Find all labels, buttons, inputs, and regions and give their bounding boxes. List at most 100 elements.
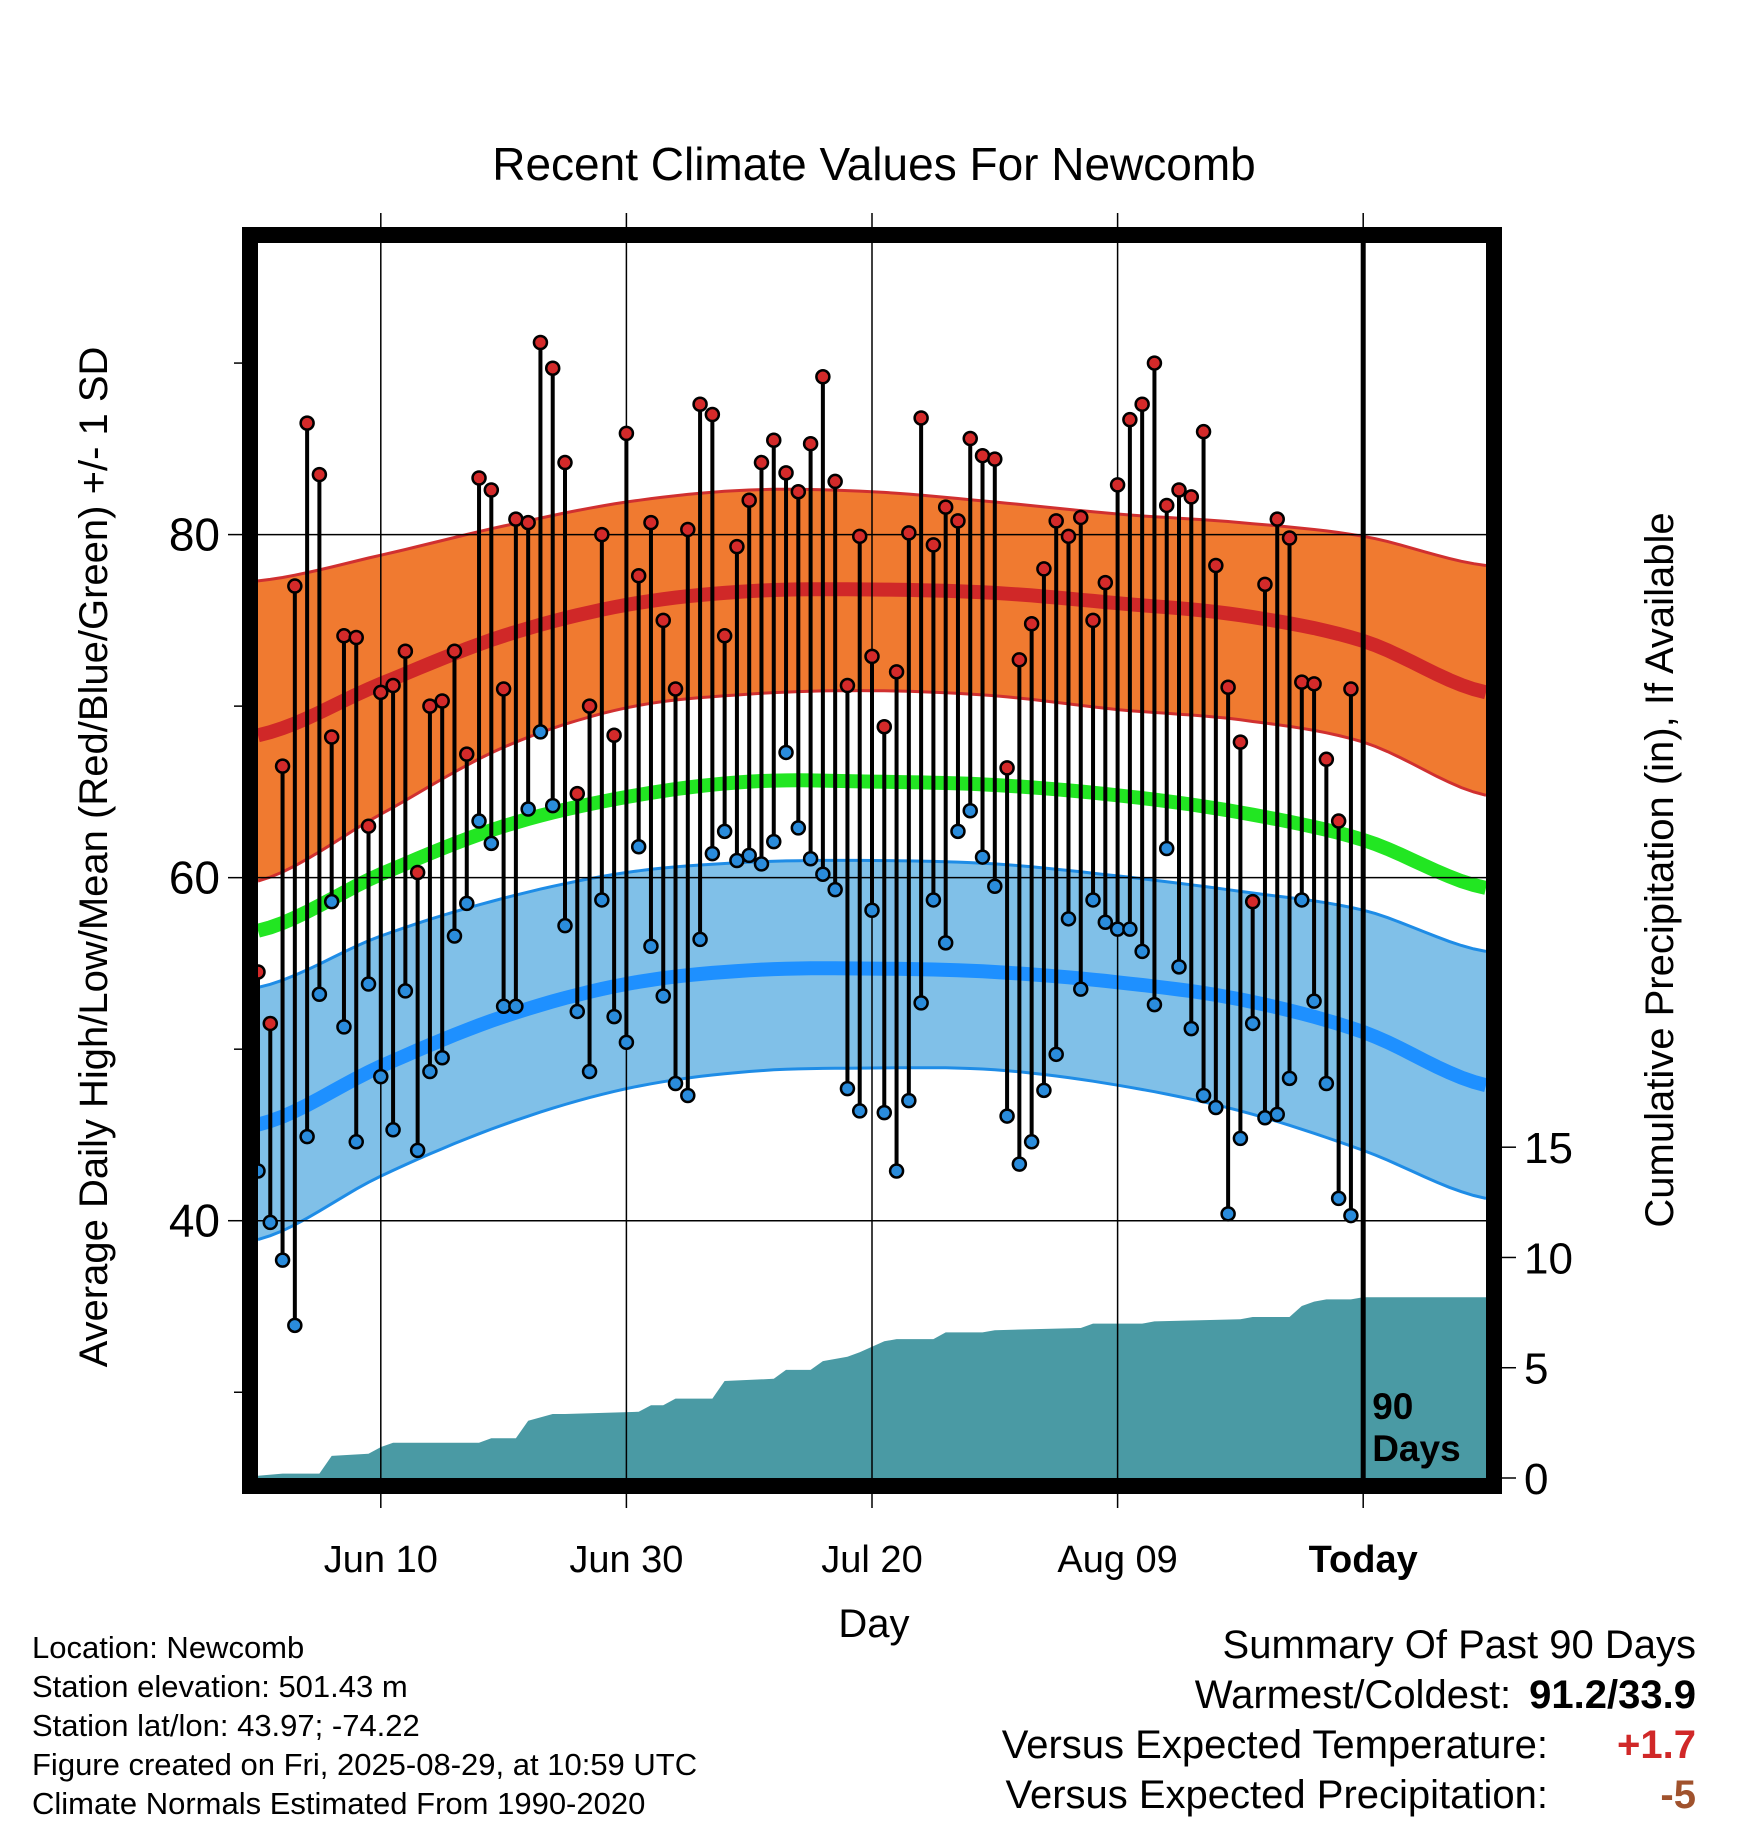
high-point bbox=[950, 513, 966, 529]
low-point bbox=[336, 1019, 352, 1035]
low-point bbox=[716, 823, 733, 840]
low-point bbox=[1306, 993, 1322, 1009]
high-point bbox=[802, 435, 819, 452]
low-point bbox=[729, 852, 745, 869]
high-point bbox=[274, 758, 291, 774]
x-tick-label: Jul 20 bbox=[821, 1539, 922, 1581]
high-point bbox=[581, 698, 598, 714]
low-point bbox=[299, 1128, 315, 1145]
low-point bbox=[643, 938, 659, 955]
high-point bbox=[1097, 574, 1114, 591]
high-point bbox=[1011, 652, 1028, 668]
low-point bbox=[1158, 840, 1175, 857]
y-axis-label-right: Cumulative Precipitation (in), If Availa… bbox=[1638, 512, 1682, 1227]
high-point bbox=[385, 677, 401, 694]
low-point bbox=[667, 1075, 684, 1092]
low-point bbox=[987, 878, 1003, 894]
high-point bbox=[667, 681, 684, 697]
high-point bbox=[1158, 497, 1175, 514]
high-point bbox=[397, 643, 414, 659]
high-point bbox=[1183, 489, 1200, 505]
today-days-word: Days bbox=[1372, 1428, 1460, 1469]
low-point bbox=[1146, 996, 1163, 1013]
high-point bbox=[520, 514, 536, 531]
low-point bbox=[532, 724, 549, 740]
low-point bbox=[262, 1214, 279, 1231]
high-point bbox=[864, 648, 880, 665]
low-point bbox=[459, 895, 475, 912]
high-point bbox=[1134, 396, 1150, 412]
low-point bbox=[741, 847, 757, 864]
high-point bbox=[999, 760, 1015, 776]
high-point bbox=[1208, 557, 1224, 574]
x-tick-label: Jun 10 bbox=[324, 1539, 438, 1581]
low-point bbox=[1208, 1099, 1224, 1116]
low-point bbox=[1085, 892, 1101, 908]
high-point bbox=[888, 664, 905, 680]
high-point bbox=[753, 454, 770, 471]
precip-value: -5 bbox=[1660, 1773, 1696, 1817]
high-point bbox=[287, 578, 303, 594]
high-point bbox=[373, 684, 389, 701]
low-point bbox=[839, 1080, 856, 1097]
low-point bbox=[1134, 943, 1150, 960]
low-point bbox=[802, 851, 819, 867]
high-point bbox=[1343, 681, 1359, 697]
high-point bbox=[422, 698, 438, 714]
high-point bbox=[655, 612, 671, 629]
high-point bbox=[483, 482, 500, 498]
low-point bbox=[1257, 1110, 1273, 1126]
high-point bbox=[937, 499, 954, 515]
low-point bbox=[1171, 959, 1187, 975]
elevation-text: Station elevation: 501.43 m bbox=[32, 1669, 408, 1704]
high-point bbox=[360, 818, 377, 834]
today-days-number: 90 bbox=[1372, 1386, 1413, 1427]
high-point bbox=[1269, 511, 1285, 527]
high-point bbox=[299, 415, 315, 431]
created-text: Figure created on Fri, 2025-08-29, at 10… bbox=[32, 1747, 698, 1782]
high-point bbox=[471, 470, 487, 486]
low-point bbox=[888, 1163, 905, 1179]
high-point bbox=[434, 693, 450, 709]
high-point bbox=[925, 537, 942, 553]
high-point bbox=[1085, 612, 1101, 629]
low-point bbox=[937, 935, 954, 951]
low-point bbox=[1195, 1087, 1212, 1104]
low-point bbox=[974, 849, 991, 865]
low-point bbox=[348, 1134, 364, 1150]
high-point bbox=[962, 430, 978, 447]
station-info: Location: Newcomb Station elevation: 501… bbox=[32, 1628, 697, 1823]
warmest-label: Warmest/Coldest: bbox=[1194, 1673, 1512, 1717]
low-point bbox=[1330, 1190, 1347, 1207]
high-point bbox=[1036, 561, 1052, 577]
high-point bbox=[1244, 893, 1261, 910]
high-point bbox=[1171, 482, 1187, 498]
low-point bbox=[581, 1063, 598, 1080]
high-point bbox=[1306, 676, 1322, 692]
high-point bbox=[348, 629, 364, 646]
high-point bbox=[1146, 355, 1163, 371]
high-point bbox=[729, 538, 745, 555]
y-tick-label-right: 15 bbox=[1524, 1124, 1573, 1173]
high-point bbox=[1294, 674, 1310, 690]
high-point bbox=[815, 369, 831, 385]
temp-label: Versus Expected Temperature: bbox=[1001, 1723, 1548, 1767]
high-point bbox=[974, 447, 991, 464]
high-point bbox=[1023, 616, 1040, 632]
low-point bbox=[422, 1063, 438, 1080]
high-point bbox=[1220, 679, 1236, 696]
low-point bbox=[1281, 1070, 1298, 1087]
high-point bbox=[901, 525, 917, 541]
high-point bbox=[778, 465, 794, 481]
high-point bbox=[1232, 734, 1249, 750]
low-point bbox=[520, 801, 536, 817]
high-point bbox=[692, 396, 708, 412]
low-point bbox=[409, 1142, 426, 1159]
high-point bbox=[827, 473, 843, 490]
low-point bbox=[1060, 911, 1077, 927]
low-point bbox=[1318, 1075, 1335, 1092]
low-point bbox=[1220, 1206, 1236, 1222]
high-point bbox=[409, 864, 426, 881]
summary-warmest-row: Warmest/Coldest: 91.2/33.9 bbox=[1002, 1670, 1696, 1720]
